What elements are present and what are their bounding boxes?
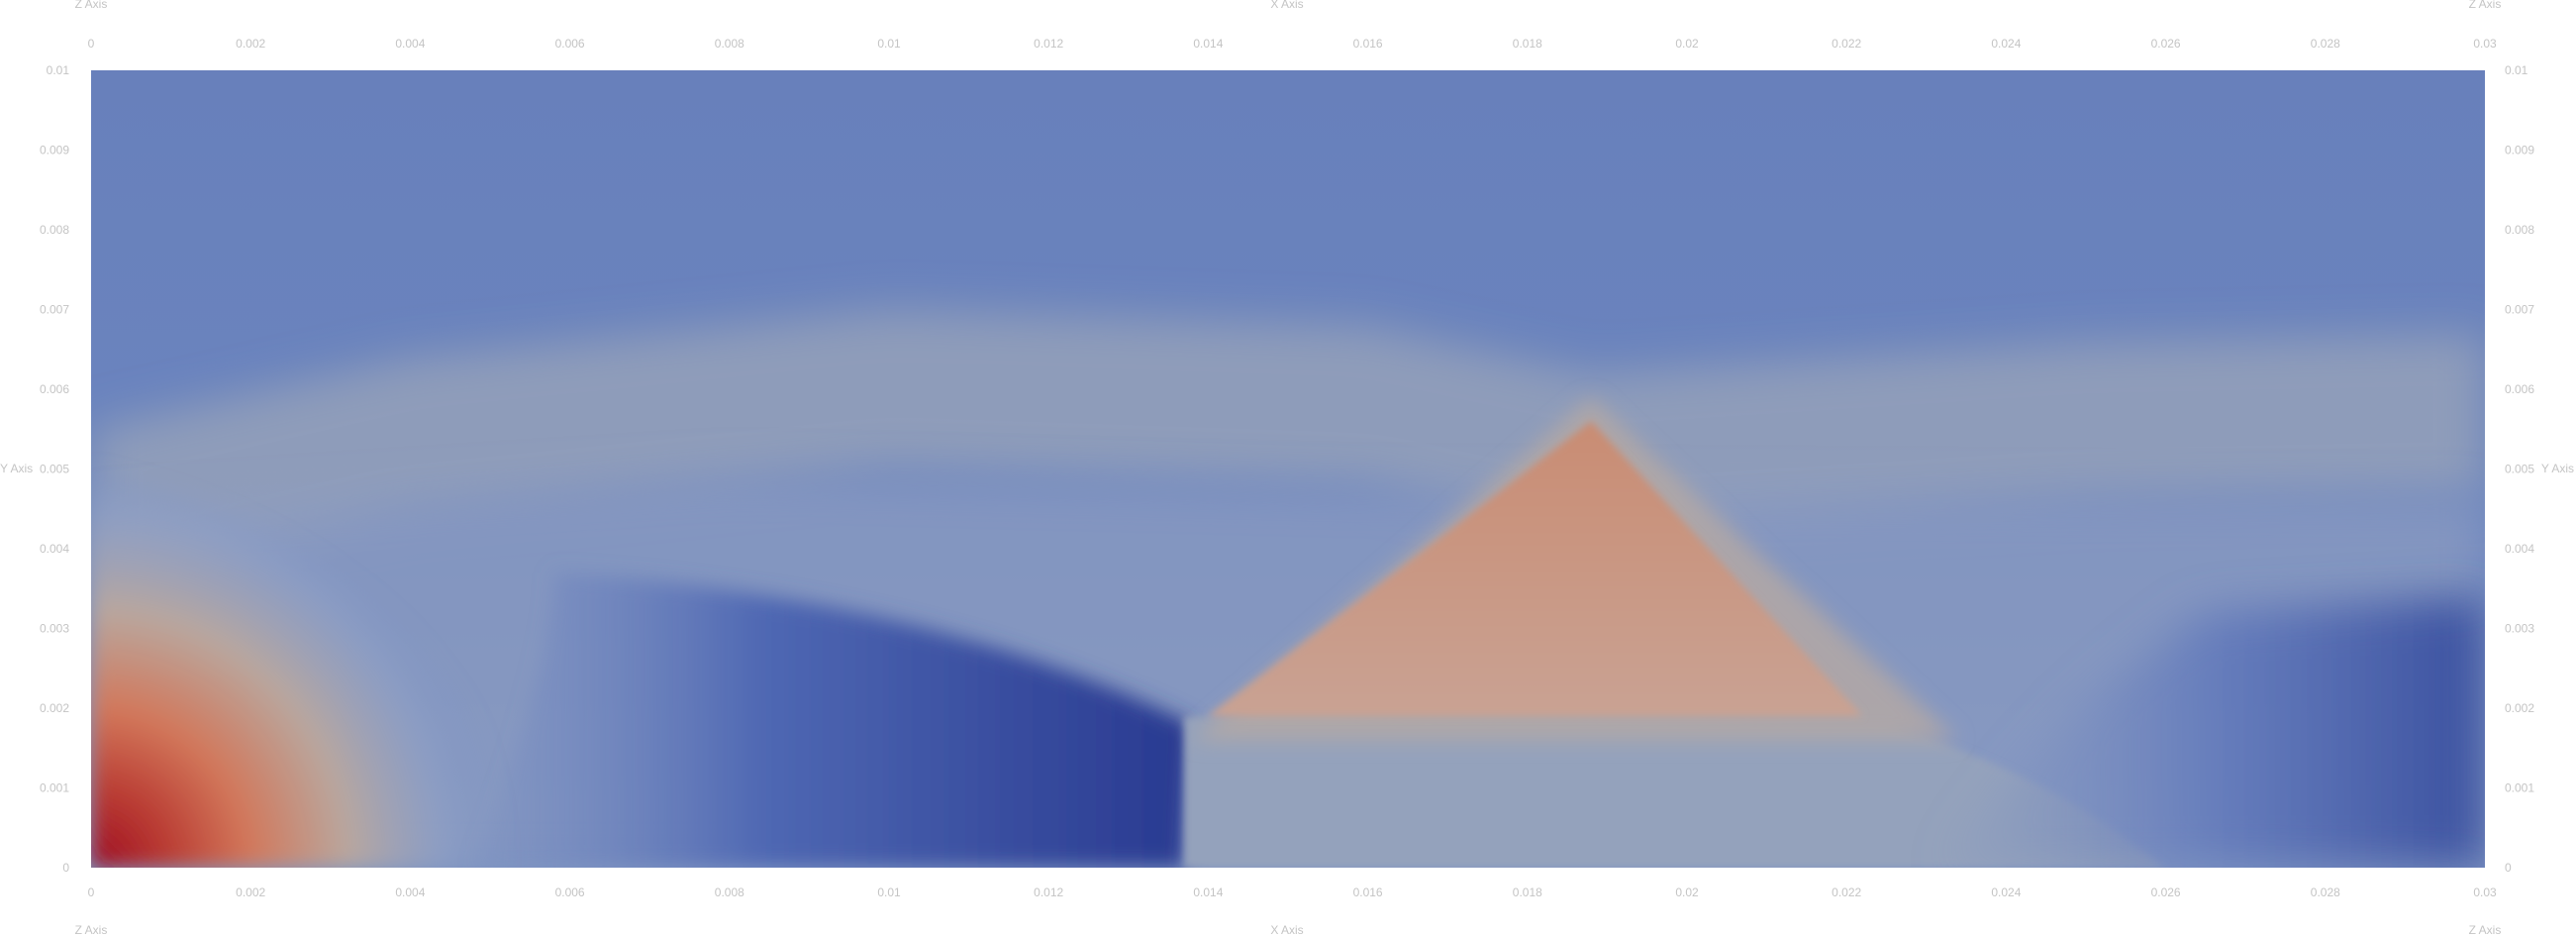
y-axis-ticks-left: 0 0.001 0.002 0.003 0.004 0.005 0.006 0.007 0.00…: [40, 63, 69, 875]
y-tick-label: 0.002: [40, 701, 69, 715]
x-tick-label: 0.016: [1353, 885, 1383, 899]
y-tick-label: 0.008: [2505, 223, 2534, 237]
y-tick-label: 0.01: [47, 63, 70, 77]
expansion-region: [473, 572, 1193, 868]
x-tick-label: 0.02: [1675, 885, 1699, 899]
x-tick-label: 0.02: [1675, 37, 1699, 51]
z-axis-title-bottom-left: Z Axis: [75, 923, 108, 936]
x-tick-label: 0: [88, 885, 95, 899]
x-tick-label: 0.03: [2473, 37, 2497, 51]
y-tick-label: 0.001: [2505, 781, 2534, 795]
x-tick-label: 0.014: [1193, 885, 1223, 899]
z-axis-title-bottom-right: Z Axis: [2469, 923, 2502, 936]
stagnation-region: [91, 468, 531, 868]
x-tick-label: 0.002: [236, 37, 265, 51]
x-tick-label: 0.024: [1991, 37, 2021, 51]
downstream-expansion: [1941, 596, 2485, 868]
plume-edge-band: [91, 309, 2485, 589]
y-tick-label: 0.003: [40, 622, 69, 636]
y-tick-label: 0.004: [40, 542, 69, 556]
y-tick-label: 0.009: [40, 144, 69, 157]
x-tick-label: 0.016: [1353, 37, 1383, 51]
y-tick-label: 0.005: [2505, 463, 2534, 476]
x-axis-ticks-top: 0 0.002 0.004 0.006 0.008 0.01 0.012 0.014 0.016…: [88, 37, 2497, 51]
x-tick-label: 0.026: [2151, 37, 2181, 51]
y-axis-ticks-right: 0 0.001 0.002 0.003 0.004 0.005 0.006 0.007 0.00…: [2505, 63, 2534, 875]
x-tick-label: 0: [88, 37, 95, 51]
scalar-field: [91, 70, 2485, 868]
x-tick-label: 0.026: [2151, 885, 2181, 899]
y-tick-label: 0.006: [2505, 382, 2534, 396]
y-tick-label: 0.005: [40, 463, 69, 476]
x-tick-label: 0.028: [2311, 37, 2340, 51]
x-tick-label: 0.018: [1513, 37, 1542, 51]
z-axis-title-top-left: Z Axis: [75, 0, 108, 11]
y-tick-label: 0.009: [2505, 144, 2534, 157]
x-tick-label: 0.008: [715, 37, 744, 51]
y-tick-label: 0.001: [40, 781, 69, 795]
x-tick-label: 0.03: [2473, 885, 2497, 899]
shock-triangle: [1208, 421, 1863, 716]
x-tick-label: 0.006: [555, 37, 585, 51]
y-tick-label: 0: [2505, 861, 2512, 875]
x-tick-label: 0.022: [1832, 37, 1861, 51]
x-tick-label: 0.01: [877, 885, 901, 899]
x-tick-label: 0.012: [1034, 885, 1063, 899]
z-axis-title-top-right: Z Axis: [2469, 0, 2502, 11]
y-tick-label: 0.008: [40, 223, 69, 237]
y-axis-title-right: Y Axis: [2541, 462, 2574, 475]
x-tick-label: 0.002: [236, 885, 265, 899]
y-axis-title-left: Y Axis: [0, 462, 33, 475]
x-tick-label: 0.022: [1832, 885, 1861, 899]
x-axis-title-bottom: X Axis: [1270, 923, 1303, 936]
y-tick-label: 0.002: [2505, 701, 2534, 715]
x-tick-label: 0.012: [1034, 37, 1063, 51]
y-tick-label: 0.003: [2505, 622, 2534, 636]
x-tick-label: 0.024: [1991, 885, 2021, 899]
x-axis-ticks-bottom: 0 0.002 0.004 0.006 0.008 0.01 0.012 0.014 0.016…: [88, 885, 2497, 899]
y-tick-label: 0.01: [2505, 63, 2528, 77]
y-tick-label: 0: [62, 861, 69, 875]
x-tick-label: 0.004: [395, 885, 425, 899]
post-mach-stem-region: [1184, 716, 2166, 868]
x-tick-label: 0.006: [555, 885, 585, 899]
x-tick-label: 0.008: [715, 885, 744, 899]
x-axis-title-top: X Axis: [1270, 0, 1303, 11]
x-tick-label: 0.004: [395, 37, 425, 51]
x-tick-label: 0.028: [2311, 885, 2340, 899]
y-tick-label: 0.007: [2505, 303, 2534, 317]
y-tick-label: 0.006: [40, 382, 69, 396]
x-tick-label: 0.018: [1513, 885, 1542, 899]
x-tick-label: 0.01: [877, 37, 901, 51]
x-tick-label: 0.014: [1193, 37, 1223, 51]
y-tick-label: 0.004: [2505, 542, 2534, 556]
y-tick-label: 0.007: [40, 303, 69, 317]
